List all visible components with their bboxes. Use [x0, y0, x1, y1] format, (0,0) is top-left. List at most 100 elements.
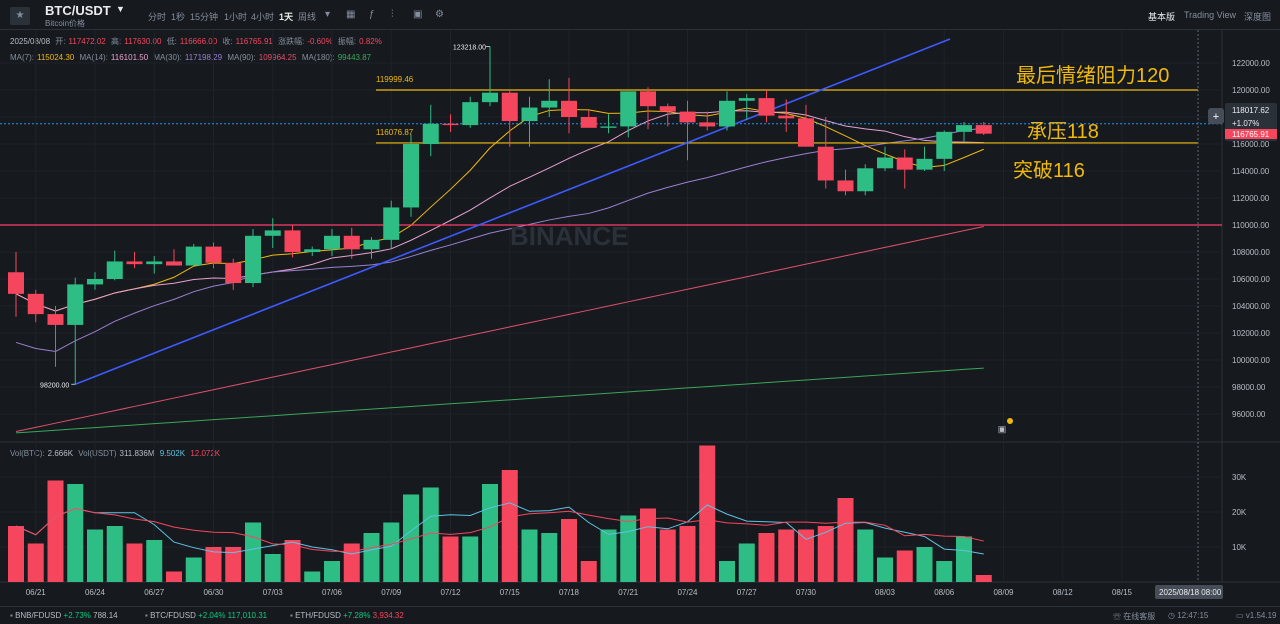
- vol-ma2-value: 12.072K: [190, 449, 221, 458]
- volume-bar: [87, 529, 103, 582]
- candle-body: [27, 293, 44, 315]
- x-tick-label: 06/27: [144, 588, 165, 597]
- version: ▭ v1.54.19: [1236, 611, 1277, 620]
- volume-bar: [719, 561, 735, 582]
- candle-body: [383, 207, 400, 240]
- volume-bar: [936, 561, 953, 582]
- candle-body: [87, 279, 103, 285]
- chevron-down-icon[interactable]: ▼: [116, 4, 125, 14]
- view-tradingview[interactable]: Trading View: [1184, 10, 1237, 20]
- annotation-resist-120: 最后情绪阻力120: [1016, 64, 1169, 87]
- ma180-value: 99443.87: [337, 53, 372, 62]
- compare-icon[interactable]: ⫶: [391, 9, 394, 20]
- y-tick-label: 104000.00: [1232, 302, 1270, 311]
- low-label: 低:: [166, 37, 177, 46]
- fx-icon[interactable]: ƒ: [369, 9, 375, 20]
- candle-body: [8, 272, 24, 294]
- x-tick-label: 07/24: [677, 588, 698, 597]
- volume-bar: [817, 526, 834, 582]
- candle-body: [600, 126, 617, 128]
- ticker-btc-name: BTC/FDUSD: [150, 611, 196, 620]
- volume-bar: [185, 557, 202, 582]
- symbol-title[interactable]: BTC/USDT: [45, 3, 111, 18]
- interval-4h[interactable]: 4小时: [251, 12, 275, 22]
- volume-bar: [659, 529, 676, 582]
- ticker-eth-price: 3,934.32: [372, 611, 404, 620]
- ma-legend: MA(7): 115024.30 MA(14): 116101.50 MA(30):…: [10, 53, 374, 62]
- y-tick-label: 116000.00: [1232, 140, 1270, 149]
- y-tick-label: 102000.00: [1232, 329, 1270, 338]
- resistance-price-label: 119999.46: [376, 75, 414, 84]
- y-tick-label: 106000.00: [1232, 275, 1270, 284]
- volume-bar: [778, 529, 795, 582]
- symbol-subtitle: Bitcoin价格: [45, 19, 86, 28]
- interval-1d[interactable]: 1天: [279, 12, 294, 22]
- interval-timeline[interactable]: 分时: [148, 12, 167, 22]
- ma30-line: [15, 127, 984, 352]
- vol-btc-label: Vol(BTC):: [10, 449, 45, 458]
- y-tick-label: 96000.00: [1232, 410, 1266, 419]
- last-price-box: [1225, 129, 1277, 139]
- open-label: 开:: [55, 37, 66, 46]
- amp-label: 振幅:: [337, 37, 357, 46]
- star-icon[interactable]: ★: [10, 7, 30, 25]
- close-label: 收:: [222, 37, 233, 46]
- interval-1w[interactable]: 周线: [298, 12, 317, 22]
- candle-body: [877, 157, 893, 169]
- ma7-line: [15, 107, 984, 312]
- volume-bar: [798, 529, 814, 582]
- volume-legend: Vol(BTC): 2.666K Vol(USDT) 311.836M 9.502K…: [10, 449, 223, 458]
- view-depth[interactable]: 深度图: [1244, 12, 1272, 22]
- bottom-ticker-bar: ▪ BNB/FDUSD +2.73% 788.14 ▪ BTC/FDUSD +2…: [0, 606, 1280, 624]
- ticker-btc[interactable]: ▪ BTC/FDUSD +2.04% 117,010.31: [145, 611, 268, 620]
- interval-15m[interactable]: 15分钟: [190, 12, 219, 22]
- ticker-eth-change: +7.28%: [343, 611, 371, 620]
- interval-1h[interactable]: 1小时: [224, 12, 248, 22]
- top-toolbar: ★ BTC/USDT ▼ Bitcoin价格 分时 1秒 15分钟 1小时 4小…: [0, 0, 1280, 30]
- add-alert-button: [1208, 108, 1224, 124]
- candle-body: [264, 230, 281, 236]
- volume-bar: [738, 543, 755, 582]
- high-label: 高:: [110, 37, 122, 46]
- x-tick-label: 07/09: [381, 588, 402, 597]
- gear-icon[interactable]: ⚙: [435, 9, 444, 20]
- x-tick-label: 07/27: [737, 588, 758, 597]
- volume-bar: [896, 550, 913, 582]
- candle-body: [679, 111, 696, 123]
- x-tick-label: 07/03: [263, 588, 284, 597]
- volume-bar: [877, 557, 893, 582]
- layout-icon[interactable]: ▣: [413, 9, 423, 20]
- time-tag-value: 2025/08/18 08:00: [1159, 588, 1222, 597]
- price-chart[interactable]: 96000.00 98000.00 100000.00 102000.00 104000…: [0, 0, 1280, 606]
- volume-bar: [166, 571, 182, 582]
- ma90-line: [15, 225, 984, 433]
- volume-bar: [699, 445, 716, 582]
- volume-bar: [225, 547, 242, 582]
- ma180-label: MA(180):: [301, 53, 335, 62]
- ticker-bnb[interactable]: ▪ BNB/FDUSD +2.73% 788.14: [10, 611, 118, 620]
- vol-tick-label: 20K: [1232, 508, 1247, 517]
- support-price-label: 116076.87: [376, 128, 414, 137]
- support-link[interactable]: ☏ 在线客服: [1113, 612, 1156, 621]
- y-tick-label: 110000.00: [1232, 221, 1270, 230]
- vol-btc-value: 2.666K: [47, 449, 74, 458]
- y-tick-label: 114000.00: [1232, 167, 1270, 176]
- interval-1s[interactable]: 1秒: [171, 12, 186, 22]
- indicator-icon[interactable]: ▦: [346, 9, 356, 20]
- annotation-press-118: 承压118: [1027, 120, 1099, 143]
- ticker-eth[interactable]: ▪ ETH/FDUSD +7.28% 3,934.32: [290, 611, 404, 620]
- vol-tick-label: 10K: [1232, 543, 1247, 552]
- candle-body: [699, 122, 716, 127]
- close-value: 116765.91: [235, 37, 273, 46]
- candle-body: [541, 100, 558, 108]
- y-tick-label: 108000.00: [1232, 248, 1270, 257]
- candle-body: [304, 249, 321, 252]
- more-intervals-icon[interactable]: ▾: [325, 9, 331, 20]
- candle-body: [640, 91, 656, 107]
- candle-body: [817, 146, 834, 181]
- view-basic[interactable]: 基本版: [1148, 12, 1176, 22]
- y-tick-label: 98000.00: [1232, 383, 1266, 392]
- candle-body: [778, 115, 795, 119]
- x-tick-label: 07/12: [440, 588, 461, 597]
- candle-body: [521, 107, 538, 122]
